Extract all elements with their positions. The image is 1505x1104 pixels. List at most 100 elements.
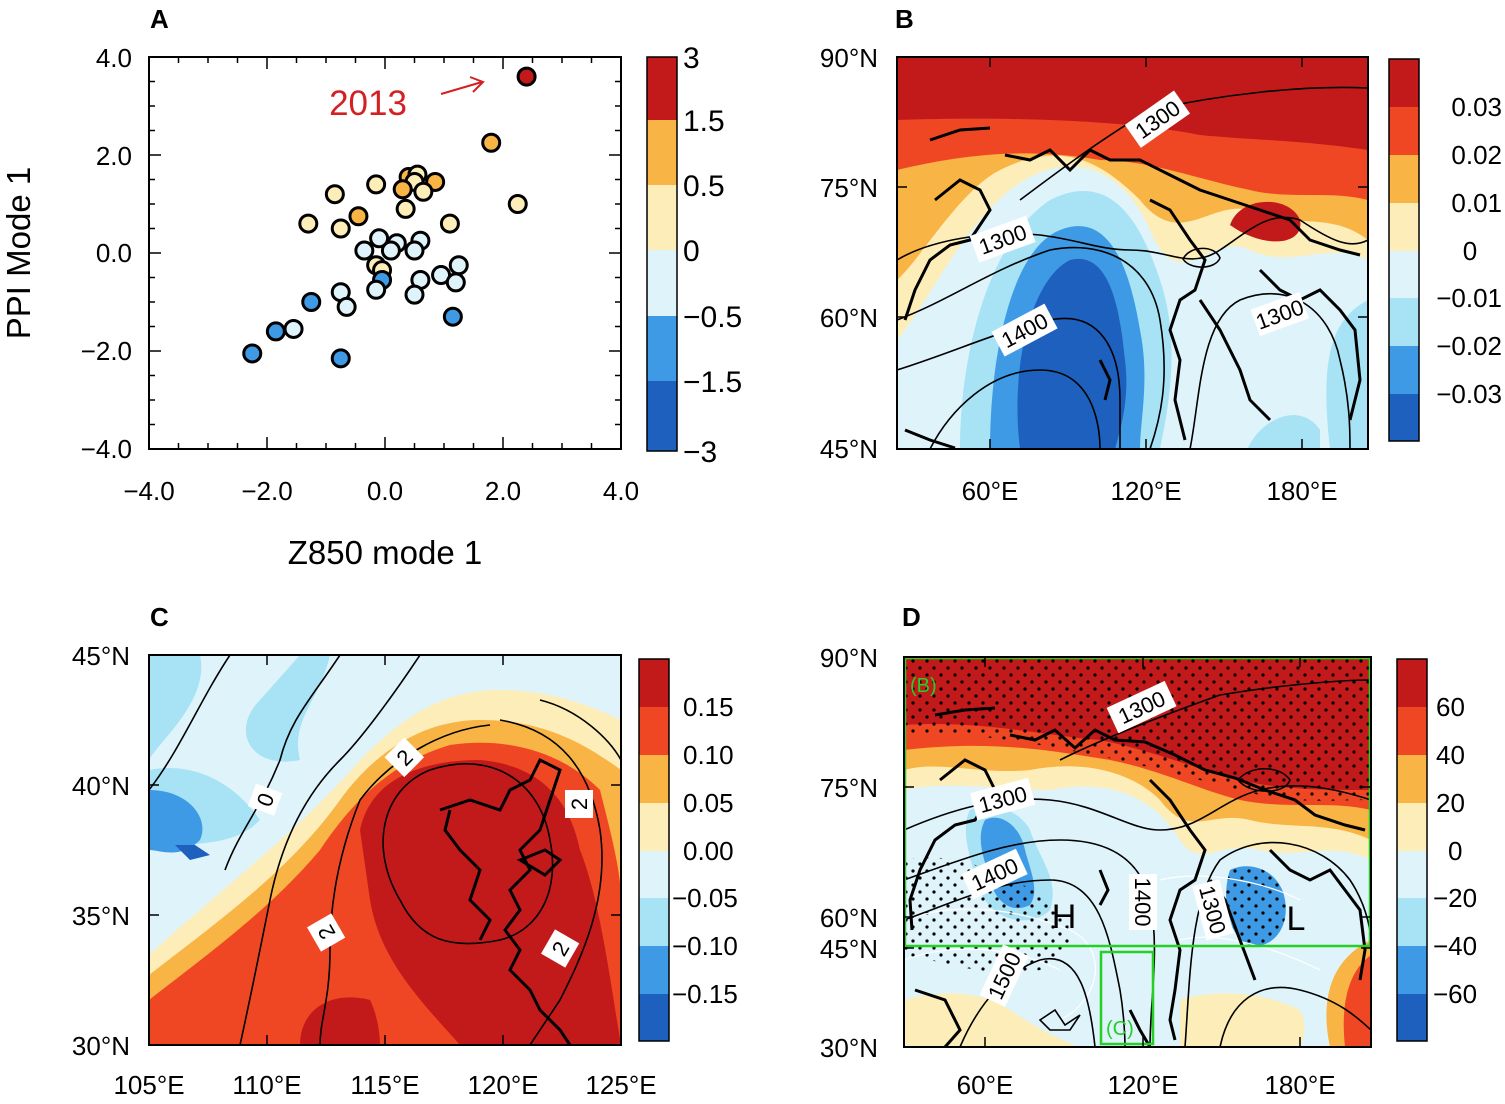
d-box-label-c: (C) <box>1106 1018 1134 1040</box>
scatter-point <box>354 240 375 261</box>
c-contour-label: 2 <box>567 798 592 810</box>
a-xtick-label: 2.0 <box>485 476 521 506</box>
scatter-point <box>336 296 357 317</box>
panel-d-contour-labels: 1300 1300 1400 1400 1500 1300 <box>961 680 1234 1007</box>
scatter-point <box>448 255 469 276</box>
b-xtick-label: 120°E <box>1110 476 1181 506</box>
panel-b-map-field <box>897 57 1368 449</box>
a-ytick-label: 0.0 <box>96 238 132 268</box>
d-colorbar-swatch <box>1397 803 1427 851</box>
b-colorbar-swatch <box>1389 59 1419 107</box>
panel-d-colorbar: 60 40 20 0 −20 −40 −60 <box>1396 658 1477 1042</box>
d-xtick-label: 120°E <box>1107 1070 1178 1100</box>
d-xtick-label: 180°E <box>1264 1070 1335 1100</box>
panel-d-y-tick-labels: 90°N 75°N 60°N 45°N 30°N <box>820 643 878 1063</box>
scatter-point <box>298 213 319 234</box>
a-colorbar-label: −1.5 <box>683 366 742 399</box>
b-colorbar-swatch <box>1389 394 1419 441</box>
panel-d-x-tick-labels: 60°E 120°E 180°E <box>957 1070 1336 1100</box>
c-colorbar-label: 0.05 <box>683 788 734 818</box>
panel-b-coastlines <box>903 126 1362 449</box>
panel-a-letter: A <box>150 4 169 34</box>
panel-c-map-field <box>149 655 621 1045</box>
panel-c-contours <box>149 655 621 1045</box>
a-ytick-label: 4.0 <box>96 43 132 73</box>
d-colorbar-label: 0 <box>1448 836 1462 866</box>
panel-d-ticks <box>904 657 1371 1047</box>
c-colorbar-label: 0.10 <box>683 740 734 770</box>
panel-c-ticks <box>149 655 621 1045</box>
panel-c-letter: C <box>150 602 169 632</box>
b-colorbar-swatch <box>1389 107 1419 155</box>
d-colorbar-swatch <box>1397 755 1427 803</box>
a-xtick-label: 0.0 <box>367 476 403 506</box>
d-region-box-c <box>1099 950 1155 1046</box>
scatter-point <box>404 240 425 261</box>
panel-b-colorbar: 0.03 0.02 0.01 0 −0.01 −0.02 −0.03 <box>1388 58 1502 442</box>
b-colorbar-label: −0.03 <box>1436 379 1502 409</box>
scatter-point <box>507 194 528 214</box>
a-ytick-label: −4.0 <box>81 434 132 464</box>
panel-d: D <box>820 602 1477 1100</box>
b-ytick-label: 45°N <box>820 434 878 464</box>
a-colorbar-label: 0.5 <box>683 170 725 203</box>
b-colorbar-swatch <box>1389 155 1419 203</box>
c-colorbar-swatch <box>639 803 669 851</box>
panel-a-y-tick-labels: 4.0 2.0 0.0 −2.0 −4.0 <box>81 43 132 464</box>
panel-b-plot-frame <box>896 56 1369 450</box>
scatter-point <box>324 184 345 205</box>
b-ytick-label: 90°N <box>820 43 878 73</box>
a-colorbar-label: 1.5 <box>683 105 725 138</box>
d-xtick-label: 60°E <box>957 1070 1014 1100</box>
d-ytick-label: 75°N <box>820 773 878 803</box>
panel-c-x-tick-labels: 105°E 110°E 115°E 120°E 125°E <box>113 1070 656 1100</box>
panel-b-ticks <box>897 57 1368 449</box>
panel-d-plot-frame <box>903 656 1372 1048</box>
panel-a-x-tick-labels: −4.0 −2.0 0.0 2.0 4.0 <box>123 476 639 506</box>
d-colorbar-label: −40 <box>1433 931 1477 961</box>
a-colorbar-swatch <box>647 250 677 316</box>
c-colorbar-label: −0.15 <box>672 979 738 1009</box>
panel-a-scatter-points <box>242 66 537 369</box>
d-ytick-label: 45°N <box>820 934 878 964</box>
d-colorbar-label: 40 <box>1436 740 1465 770</box>
panel-b-letter: B <box>895 4 914 34</box>
c-xtick-label: 125°E <box>585 1070 656 1100</box>
b-ytick-label: 75°N <box>820 173 878 203</box>
d-colorbar-swatch <box>1397 898 1427 946</box>
panel-c-y-tick-labels: 45°N 40°N 35°N 30°N <box>72 641 130 1061</box>
scatter-point <box>330 348 351 369</box>
scatter-point <box>265 321 286 342</box>
c-colorbar-swatch <box>639 946 669 994</box>
d-colorbar-swatch <box>1397 994 1427 1041</box>
c-colorbar-label: 0.00 <box>683 836 734 866</box>
a-colorbar-swatch <box>647 381 677 451</box>
b-xtick-label: 60°E <box>962 476 1019 506</box>
panel-d-letter: D <box>902 602 921 632</box>
c-ytick-label: 35°N <box>72 901 130 931</box>
a-colorbar-label: 3 <box>683 42 700 75</box>
panel-b-x-tick-labels: 60°E 120°E 180°E <box>962 476 1338 506</box>
d-colorbar-swatch <box>1397 851 1427 898</box>
c-colorbar-swatch <box>639 898 669 946</box>
b-colorbar-swatch <box>1389 346 1419 394</box>
panel-a-colorbar: 3 1.5 0.5 0 −0.5 −1.5 −3 <box>646 42 742 469</box>
scatter-point <box>392 179 413 200</box>
c-ytick-label: 30°N <box>72 1031 130 1061</box>
d-colorbar-label: −60 <box>1433 979 1477 1009</box>
a-colorbar-label: −3 <box>683 436 717 469</box>
scatter-point <box>481 132 502 153</box>
a-colorbar-label: −0.5 <box>683 301 742 334</box>
c-ytick-label: 40°N <box>72 771 130 801</box>
c-colorbar-label: −0.10 <box>672 931 738 961</box>
b-colorbar-label: 0.01 <box>1451 188 1502 218</box>
c-colorbar-swatch <box>639 659 669 707</box>
c-xtick-label: 110°E <box>232 1070 301 1100</box>
a-colorbar-swatch <box>647 120 677 185</box>
b-colorbar-label: −0.01 <box>1436 283 1502 313</box>
a-y-axis-title: PPI Mode 1 <box>0 167 37 339</box>
a-ytick-label: 2.0 <box>96 141 132 171</box>
c-ytick-label: 45°N <box>72 641 130 671</box>
a-xtick-label: −4.0 <box>123 476 174 506</box>
